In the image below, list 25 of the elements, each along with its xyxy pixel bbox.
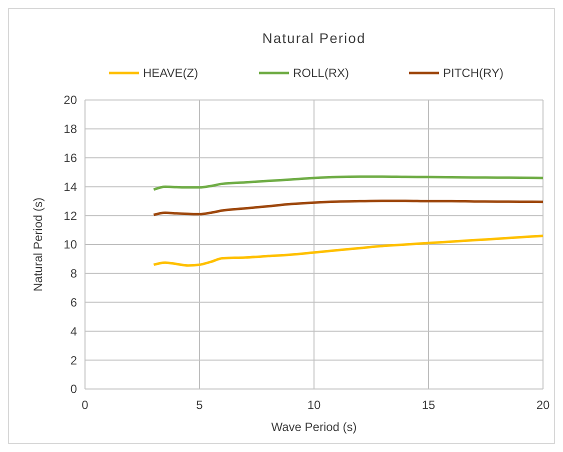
legend-label: HEAVE(Z) [143,66,198,80]
legend-label: PITCH(RY) [443,66,504,80]
line-series [152,200,544,216]
y-tick-label: 12 [64,208,78,223]
chart-title: Natural Period [262,30,366,46]
legend-label: ROLL(RX) [293,66,350,80]
y-tick-label: 18 [64,122,78,136]
y-axis-title: Natural Period (s) [31,197,45,292]
y-tick-label: 16 [64,151,78,165]
x-tick-label: 20 [536,398,550,412]
x-tick-label: 0 [82,398,89,412]
x-tick-label: 15 [422,398,436,412]
y-tick-label: 20 [64,93,78,108]
line-series [152,234,544,267]
x-tick-label: 10 [307,398,321,412]
y-tick-label: 10 [64,238,78,252]
y-tick-label: 4 [70,324,78,338]
y-tick-label: 2 [70,353,78,368]
y-tick-label: 14 [64,180,78,194]
y-tick-label: 0 [70,382,78,396]
x-tick-label: 5 [196,398,204,412]
x-axis-title: Wave Period (s) [271,420,357,434]
y-tick-label: 6 [70,296,78,310]
line-series [152,175,544,191]
y-tick-label: 8 [70,266,78,281]
